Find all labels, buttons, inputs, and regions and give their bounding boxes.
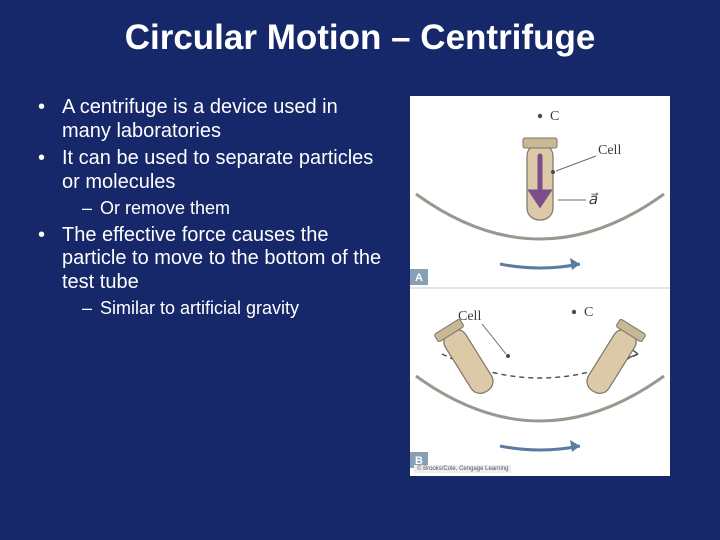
content-row: A centrifuge is a device used in many la… [30, 96, 690, 476]
slide-title: Circular Motion – Centrifuge [30, 18, 690, 58]
center-label-b: C [584, 305, 593, 320]
bullet-list-lvl2: Similar to artificial gravity [62, 298, 392, 319]
bullet-list-lvl2: Or remove them [62, 198, 392, 219]
accel-label: a⃗ [588, 192, 599, 208]
sub-bullet-item: Or remove them [82, 198, 392, 219]
panel-a-badge: A [415, 272, 423, 284]
bullet-text: It can be used to separate particles or … [62, 147, 373, 193]
bullet-column: A centrifuge is a device used in many la… [30, 96, 392, 476]
cell-label-a: Cell [598, 143, 621, 158]
centrifuge-diagram: C Cell a⃗ [410, 96, 670, 476]
center-label: C [550, 109, 559, 124]
bullet-item: A centrifuge is a device used in many la… [38, 96, 392, 143]
bullet-item: It can be used to separate particles or … [38, 147, 392, 219]
bullet-item: The effective force causes the particle … [38, 224, 392, 320]
panel-a: C Cell a⃗ [410, 109, 664, 285]
slide: Circular Motion – Centrifuge A centrifug… [0, 0, 720, 540]
bullet-list-lvl1: A centrifuge is a device used in many la… [30, 96, 392, 320]
figure-panel: C Cell a⃗ [410, 96, 670, 476]
bullet-text: The effective force causes the particle … [62, 224, 381, 293]
bullet-text: A centrifuge is a device used in many la… [62, 96, 338, 142]
figure-attribution: © Brooks/Cole, Cengage Learning [414, 465, 511, 473]
panel-b: C Cell [410, 305, 664, 468]
sub-bullet-item: Similar to artificial gravity [82, 298, 392, 319]
sub-bullet-text: Or remove them [100, 198, 230, 218]
sub-bullet-text: Similar to artificial gravity [100, 298, 299, 318]
